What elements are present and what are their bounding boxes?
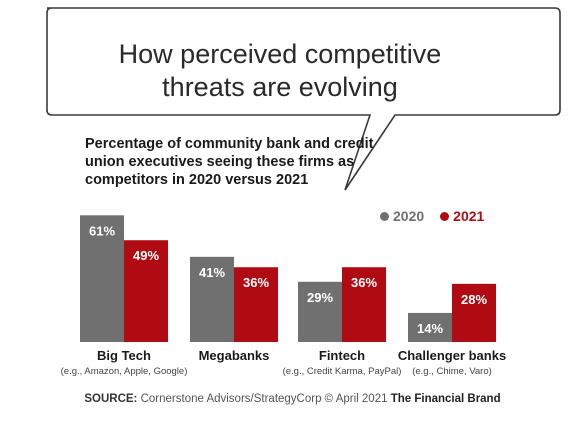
legend-swatch-2020 <box>380 211 389 221</box>
category-label-3: Challenger banks <box>398 348 506 363</box>
headline-line-2: threats are evolving <box>162 72 398 102</box>
data-label-2021-3: 28% <box>461 292 487 307</box>
chart-title: Percentage of community bank and credit … <box>85 135 405 189</box>
data-label-2021-2: 36% <box>351 275 377 290</box>
category-note-3: (e.g., Chime, Varo) <box>412 366 492 377</box>
source-text: Cornerstone Advisors/StrategyCorp © Apri… <box>140 393 388 405</box>
legend-label-2020: 2020 <box>393 208 425 224</box>
data-label-2020-3: 14% <box>417 321 443 336</box>
bar-2021-1 <box>234 267 278 342</box>
chart-title-line-3: competitors in 2020 versus 2021 <box>85 172 309 188</box>
category-label-0: Big Tech <box>97 348 151 363</box>
bar-2021-2 <box>342 267 386 342</box>
category-label-1: Megabanks <box>199 348 270 363</box>
legend: 2020 2021 <box>380 208 484 224</box>
data-label-2021-1: 36% <box>243 275 269 290</box>
data-label-2020-1: 41% <box>199 265 225 280</box>
brand-name: The Financial Brand <box>390 393 501 405</box>
bar-2020-2 <box>298 281 342 342</box>
bar-2021-3 <box>452 283 496 342</box>
data-label-2020-0: 61% <box>89 223 115 238</box>
legend-item-2021: 2021 <box>440 208 484 224</box>
bar-2021-0 <box>124 240 168 342</box>
headline-line-1: How perceived competitive <box>118 39 442 69</box>
legend-item-2020: 2020 <box>380 208 424 224</box>
bar-2020-3 <box>408 312 452 342</box>
data-label-2021-0: 49% <box>133 248 159 263</box>
legend-swatch-2021 <box>440 211 450 221</box>
chart-title-line-2: union executives seeing these firms as <box>85 154 355 170</box>
bar-2020-1 <box>190 256 234 342</box>
bar-2020-0 <box>80 215 124 342</box>
source-label: SOURCE: <box>84 393 138 405</box>
data-label-2020-2: 29% <box>307 290 333 305</box>
category-note-2: (e.g., Credit Karma, PayPal) <box>283 366 402 377</box>
headline: How perceived competitive threats are ev… <box>60 38 500 104</box>
legend-label-2021: 2021 <box>453 208 485 224</box>
category-note-0: (e.g., Amazon, Apple, Google) <box>61 366 188 377</box>
source-line: SOURCE: Cornerstone Advisors/StrategyCor… <box>0 393 585 405</box>
chart-title-line-1: Percentage of community bank and credit <box>85 136 374 152</box>
category-label-2: Fintech <box>319 348 365 363</box>
